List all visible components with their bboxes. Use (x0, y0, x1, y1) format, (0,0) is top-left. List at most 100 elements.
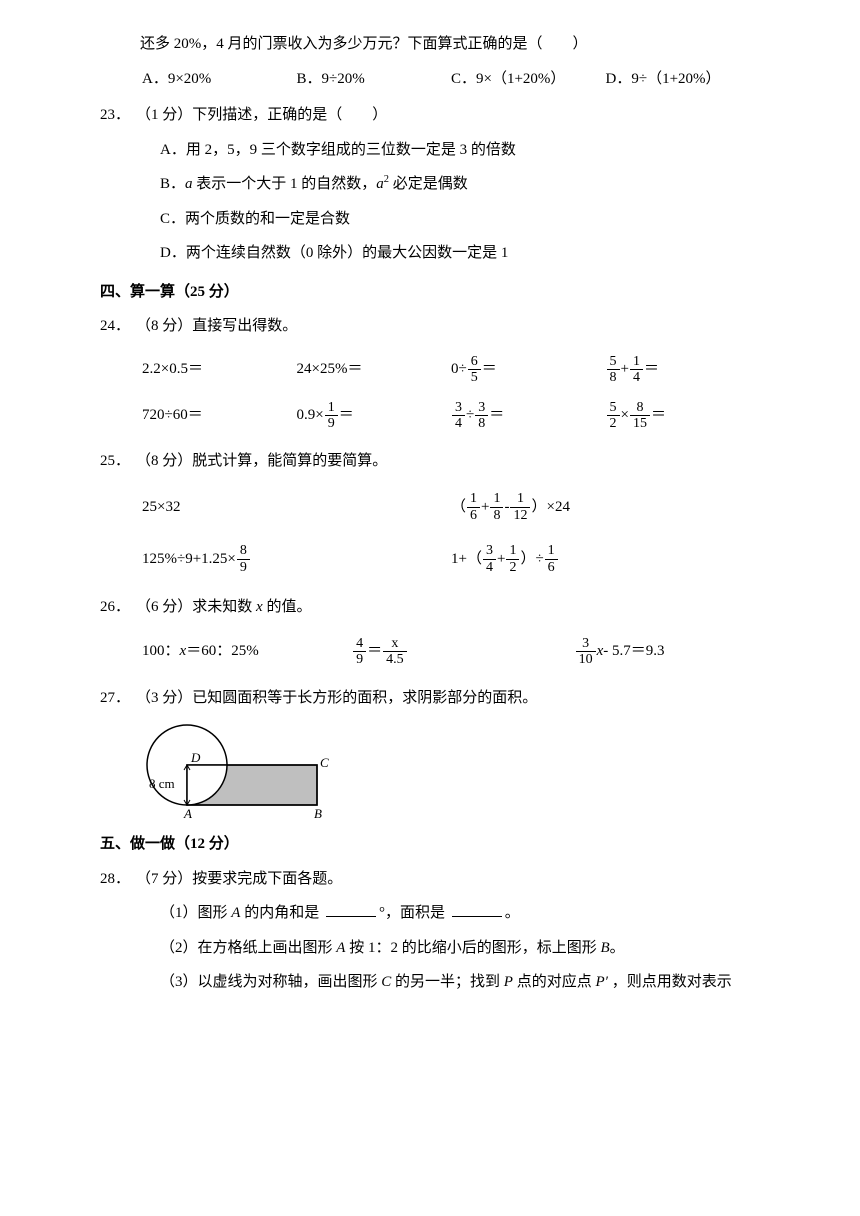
point-p-prime: P′ (595, 974, 607, 990)
post: 。 (610, 940, 625, 956)
frac-den: 12 (510, 507, 530, 523)
frac-den: 6 (545, 559, 558, 575)
frac-den: 4 (483, 559, 496, 575)
q28-body: （7 分）按要求完成下面各题。 (136, 865, 760, 894)
q26-grid: 100：x＝60：25% 49＝x4.5 310x - 5.7＝9.3 (100, 628, 760, 676)
q25-r2c2: 1+（34+12）÷16 (451, 533, 760, 585)
frac-num: 3 (475, 400, 488, 415)
q23-optb-pre: B． (160, 176, 185, 192)
fraction: 65 (468, 354, 481, 386)
fraction: 815 (630, 400, 650, 432)
frac-num: x (388, 636, 401, 651)
fraction: 19 (325, 400, 338, 432)
pre: （1）图形 (160, 905, 231, 921)
q24-r1c3: 0÷65＝ (451, 347, 606, 393)
frac-den: 10 (576, 651, 596, 667)
q24-r1c4: 58+14＝ (606, 347, 761, 393)
post: ，则点用数对表示 (608, 974, 732, 990)
pre: （2）在方格纸上画出图形 (160, 940, 336, 956)
mid1: 的另一半；找到 (391, 974, 504, 990)
frac-num: 1 (506, 543, 519, 558)
q23-opt-b: B．a 表示一个大于 1 的自然数，a2 必定是偶数 (100, 170, 760, 199)
frac-num: 3 (452, 400, 465, 415)
fraction: 49 (353, 636, 366, 668)
frac-den: 6 (467, 507, 480, 523)
shape-b: B (600, 940, 609, 956)
mid: 的内角和是 (240, 905, 323, 921)
blank (452, 902, 502, 917)
frac-num: 3 (483, 543, 496, 558)
q28-num: 28． (100, 865, 136, 894)
svg-text:A: A (183, 806, 192, 820)
q24: 24． （8 分）直接写出得数。 (100, 312, 760, 341)
q25-r1c2: （16+18 - 112）×24 (451, 481, 760, 533)
eq: ＝ (489, 401, 504, 430)
q23: 23． （1 分）下列描述，正确的是（ ） (100, 101, 760, 130)
frac-den: 5 (468, 369, 481, 385)
q23-optb-a2: a (376, 176, 384, 192)
q24-r1c3-post: ＝ (482, 355, 497, 384)
q25-num: 25． (100, 447, 136, 476)
frac-den: 15 (630, 415, 650, 431)
frac-den: 9 (237, 559, 250, 575)
frac-num: 1 (490, 491, 503, 506)
q28-sub2: （2）在方格纸上画出图形 A 按 1：2 的比缩小后的图形，标上图形 B。 (100, 934, 760, 963)
frac-den: 8 (475, 415, 488, 431)
svg-text:C: C (320, 755, 329, 770)
frac-num: 6 (468, 354, 481, 369)
q26-body: （6 分）求未知数 x 的值。 (136, 593, 760, 622)
q23-opt-a: A．用 2，5，9 三个数字组成的三位数一定是 3 的倍数 (100, 136, 760, 165)
fraction: 58 (607, 354, 620, 386)
section5-header: 五、做一做（12 分） (100, 830, 760, 859)
q26-text-pre: 求未知数 (192, 599, 256, 615)
q26: 26． （6 分）求未知数 x 的值。 (100, 593, 760, 622)
eq: ＝ (339, 401, 354, 430)
frac-num: 8 (237, 543, 250, 558)
q26-text-x: x (256, 599, 263, 615)
frac-den: 2 (506, 559, 519, 575)
q25-r2c1: 125%÷9+1.25×89 (142, 533, 451, 585)
q22-options: A．9×20% B．9÷20% C．9×（1+20%） D．9÷（1+20%） (100, 65, 760, 94)
eq: ＝ (644, 355, 659, 384)
fraction: 14 (630, 354, 643, 386)
q26-text-post: 的值。 (263, 599, 312, 615)
op: + (621, 355, 629, 384)
q25-r1c1: 25×32 (142, 481, 451, 533)
shape-c: C (381, 974, 391, 990)
fraction: 112 (510, 491, 530, 523)
fraction: 310 (576, 636, 596, 668)
q27-diagram: DCAB8 cm (100, 720, 760, 820)
q24-r2c2: 0.9×19＝ (297, 393, 452, 439)
fraction: 34 (452, 400, 465, 432)
mid: 按 1：2 的比缩小后的图形，标上图形 (345, 940, 600, 956)
q26-points: （6 分） (136, 599, 192, 615)
frac-den: 9 (325, 415, 338, 431)
mid2: 点的对应点 (513, 974, 596, 990)
frac-num: 1 (514, 491, 527, 506)
q24-r2c3: 34÷38＝ (451, 393, 606, 439)
fraction: 38 (475, 400, 488, 432)
frac-den: 8 (490, 507, 503, 523)
x: x (597, 637, 604, 666)
frac-num: 3 (579, 636, 592, 651)
frac-den: 8 (607, 369, 620, 385)
q26-c2: 49＝x4.5 (352, 628, 574, 676)
q27: 27． （3 分）已知圆面积等于长方形的面积，求阴影部分的面积。 (100, 684, 760, 713)
post: ）×24 (531, 493, 569, 522)
q24-points: （8 分） (136, 318, 192, 334)
fraction: 34 (483, 543, 496, 575)
q27-text: 已知圆面积等于长方形的面积，求阴影部分的面积。 (192, 690, 537, 706)
q26-num: 26． (100, 593, 136, 622)
pre: （3）以虚线为对称轴，画出图形 (160, 974, 381, 990)
q24-r2c4: 52×815＝ (606, 393, 761, 439)
q28-text: 按要求完成下面各题。 (192, 871, 342, 887)
op: ）÷ (520, 545, 543, 574)
pre: 1+（ (451, 545, 482, 574)
fraction: 16 (545, 543, 558, 575)
q26-c3: 310x - 5.7＝9.3 (575, 628, 760, 676)
q24-r2c1: 720÷60＝ (142, 393, 297, 439)
frac-num: 8 (633, 400, 646, 415)
q28-points: （7 分） (136, 871, 192, 887)
q24-text: 直接写出得数。 (192, 318, 297, 334)
q23-num: 23． (100, 101, 136, 130)
